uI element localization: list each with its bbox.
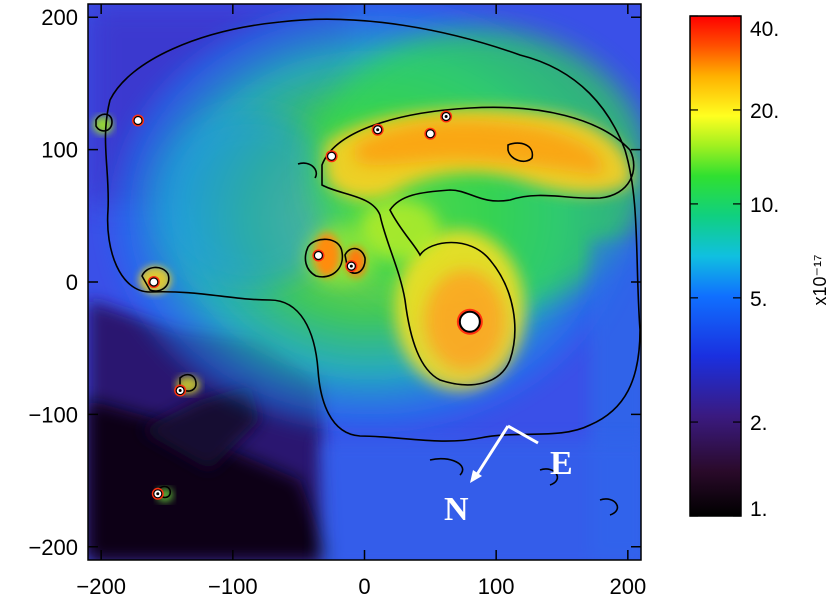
north-arrowhead <box>470 470 482 483</box>
y-tick-label: 200 <box>41 5 78 30</box>
east-label: E <box>550 445 573 482</box>
point-source-core <box>156 492 160 496</box>
point-source <box>425 129 435 139</box>
east-arrow <box>507 424 539 445</box>
point-source-core <box>349 264 353 268</box>
point-source-core <box>376 128 380 132</box>
point-source <box>326 151 337 161</box>
colorbar-ticks: 40. 20. 10. 5. 2. 1. <box>690 15 779 521</box>
heatmap-image: N E <box>88 4 641 560</box>
inner-cavity <box>155 110 345 290</box>
point-source <box>149 277 159 287</box>
colorbar-unit-label: x10⁻¹⁷ <box>810 254 830 305</box>
y-tick-label: −200 <box>28 535 78 560</box>
north-arrow <box>474 425 510 477</box>
contour-inner-arc <box>321 106 635 386</box>
x-tick-label: 100 <box>478 574 515 599</box>
point-source-core <box>444 115 448 119</box>
y-tick-label: 100 <box>41 138 78 163</box>
compass-arrows: N E <box>444 424 573 528</box>
x-tick-label: 200 <box>609 574 646 599</box>
point-source-core <box>178 389 182 393</box>
colorbar-tick-label: 2. <box>750 412 768 435</box>
x-tick-label: −100 <box>208 574 258 599</box>
y-axis: 200 100 0 −100 −200 <box>28 5 641 560</box>
colorbar-tick-label: 40. <box>750 18 779 41</box>
x-tick-label: −200 <box>76 574 126 599</box>
colorbar-tick-label: 5. <box>750 288 768 311</box>
north-label: N <box>444 491 469 528</box>
colorbar-tick-label: 1. <box>750 498 768 521</box>
colorbar: 40. 20. 10. 5. 2. 1. x10⁻¹⁷ <box>689 15 830 521</box>
x-tick-label: 0 <box>358 574 370 599</box>
x-axis: −200 −100 0 100 200 <box>76 4 646 599</box>
point-source <box>458 310 481 333</box>
point-source <box>133 115 143 126</box>
y-tick-label: −100 <box>28 402 78 427</box>
colorbar-gradient <box>689 15 742 517</box>
contour-outer <box>104 18 641 442</box>
y-tick-label: 0 <box>66 270 78 295</box>
colorbar-tick-label: 20. <box>750 100 779 123</box>
point-source <box>313 250 324 261</box>
colorbar-tick-label: 10. <box>750 194 779 217</box>
point-sources <box>132 110 483 500</box>
